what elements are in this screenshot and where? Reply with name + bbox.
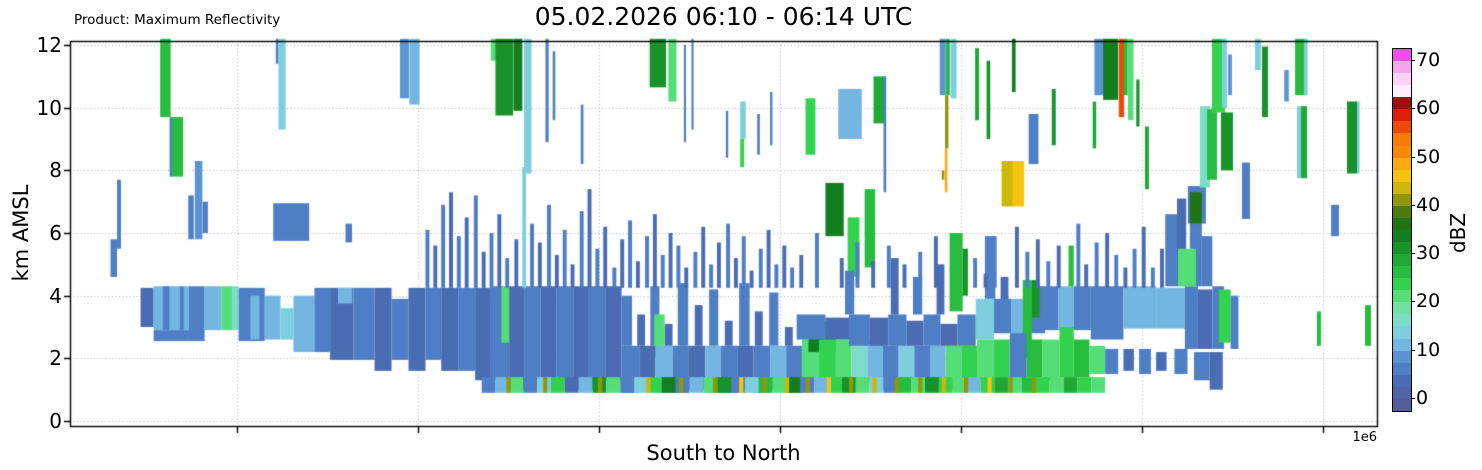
colorbar-tick — [1411, 349, 1415, 351]
colorbar-segment — [1393, 109, 1411, 122]
colorbar-tick — [1411, 108, 1415, 110]
colorbar-segment — [1393, 217, 1411, 230]
colorbar-tick — [1411, 397, 1415, 399]
y-tick-label: 10 — [36, 95, 62, 120]
colorbar — [1392, 48, 1412, 412]
colorbar-segment — [1393, 73, 1411, 86]
chart-title: 05.02.2026 06:10 - 06:14 UTC — [534, 2, 913, 31]
colorbar-segment — [1393, 266, 1411, 279]
colorbar-segment — [1393, 229, 1411, 242]
colorbar-segment — [1393, 338, 1411, 351]
y-tick-label: 4 — [49, 283, 62, 308]
colorbar-tick — [1411, 253, 1415, 255]
colorbar-segment — [1393, 193, 1411, 206]
colorbar-segment — [1393, 374, 1411, 387]
colorbar-segment — [1393, 314, 1411, 327]
colorbar-segment — [1393, 386, 1411, 399]
colorbar-tick — [1411, 60, 1415, 62]
colorbar-tick-label: 30 — [1416, 242, 1441, 265]
colorbar-tick-label: 50 — [1416, 145, 1441, 168]
colorbar-segment — [1393, 49, 1411, 62]
colorbar-tick-label: 60 — [1416, 97, 1441, 120]
colorbar-segment — [1393, 145, 1411, 158]
y-tick-label: 6 — [49, 221, 62, 246]
y-tick-label: 2 — [49, 346, 62, 371]
colorbar-segment — [1393, 278, 1411, 291]
colorbar-segment — [1393, 290, 1411, 303]
y-tick-label: 12 — [36, 33, 62, 58]
colorbar-segment — [1393, 97, 1411, 110]
colorbar-segment — [1393, 61, 1411, 74]
y-tick-label: 8 — [49, 158, 62, 183]
colorbar-tick — [1411, 156, 1415, 158]
colorbar-segment — [1393, 121, 1411, 134]
colorbar-segment — [1393, 181, 1411, 194]
colorbar-tick-label: 40 — [1416, 193, 1441, 216]
colorbar-segment — [1393, 326, 1411, 339]
colorbar-segment — [1393, 242, 1411, 255]
colorbar-tick — [1411, 204, 1415, 206]
x-axis-offset-label: 1e6 — [1352, 430, 1377, 445]
colorbar-tick — [1411, 301, 1415, 303]
colorbar-segment — [1393, 398, 1411, 411]
colorbar-segment — [1393, 85, 1411, 98]
x-axis-label: South to North — [646, 441, 801, 465]
colorbar-segment — [1393, 157, 1411, 170]
colorbar-tick-label: 70 — [1416, 49, 1441, 72]
y-tick-label: 0 — [49, 409, 62, 433]
colorbar-tick-label: 0 — [1416, 386, 1429, 409]
product-label: Product: Maximum Reflectivity — [74, 12, 281, 28]
colorbar-segment — [1393, 302, 1411, 315]
colorbar-tick-label: 20 — [1416, 290, 1441, 313]
colorbar-segment — [1393, 254, 1411, 267]
colorbar-segment — [1393, 350, 1411, 363]
colorbar-tick-label: 10 — [1416, 338, 1441, 361]
colorbar-segment — [1393, 133, 1411, 146]
colorbar-segment — [1393, 362, 1411, 375]
colorbar-segment — [1393, 205, 1411, 218]
colorbar-segment — [1393, 169, 1411, 182]
